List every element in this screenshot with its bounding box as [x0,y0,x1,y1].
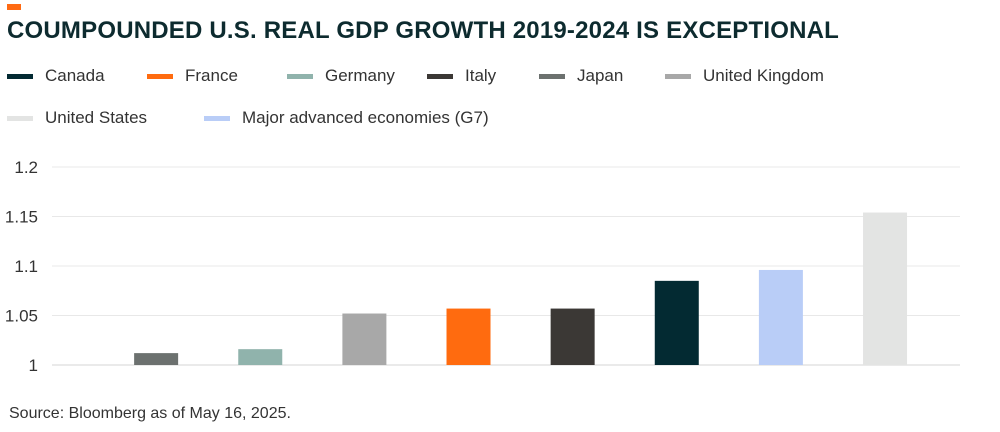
legend-item: Canada [7,66,105,86]
bar-germany [238,349,283,365]
legend-label: United Kingdom [703,66,824,85]
y-tick-label: 1 [29,356,38,375]
legend-item: Major advanced economies (G7) [204,108,489,128]
legend-swatch [287,73,313,79]
legend-label: Germany [325,66,395,85]
legend-label: United States [45,108,148,127]
bar-united-states [863,212,908,365]
legend-item: United States [7,108,147,128]
y-tick-label: 1.1 [14,257,38,276]
legend-item: France [147,66,238,86]
legend-swatch [204,115,230,121]
bar-major-advanced-economies-g7 [758,269,803,365]
y-tick-label: 1.2 [14,158,38,177]
y-tick-label: 1.15 [5,208,38,227]
legend-item: United Kingdom [665,66,824,86]
legend-swatch [665,73,691,79]
legend-label: Major advanced economies (G7) [242,108,489,127]
bar-chart: 1 1.05 1.1 1.15 1.2 [5,158,960,375]
bar-canada [654,280,699,365]
legend-label: Canada [45,66,105,85]
legend-label: France [185,66,238,85]
legend-item: Italy [427,66,496,86]
y-tick-label: 1.05 [5,307,38,326]
chart-title: COUMPOUNDED U.S. REAL GDP GROWTH 2019-20… [7,17,840,44]
legend-label: Italy [465,66,497,85]
legend-swatch [427,73,453,79]
header-accent-mark [7,4,21,10]
source-note: Source: Bloomberg as of May 16, 2025. [9,405,291,422]
legend-swatch [539,73,565,79]
chart-legend: Canada France Germany Italy Japan United King… [7,66,907,136]
legend-swatch [7,73,33,79]
legend-swatch [147,73,173,79]
bar-united-kingdom [342,313,387,365]
legend-label: Japan [577,66,624,85]
legend-swatch [7,115,33,121]
bar-italy [550,308,595,365]
bar-france [446,308,491,365]
bar-japan [134,353,179,365]
legend-item: Germany [287,66,395,86]
legend-item: Japan [539,66,623,86]
